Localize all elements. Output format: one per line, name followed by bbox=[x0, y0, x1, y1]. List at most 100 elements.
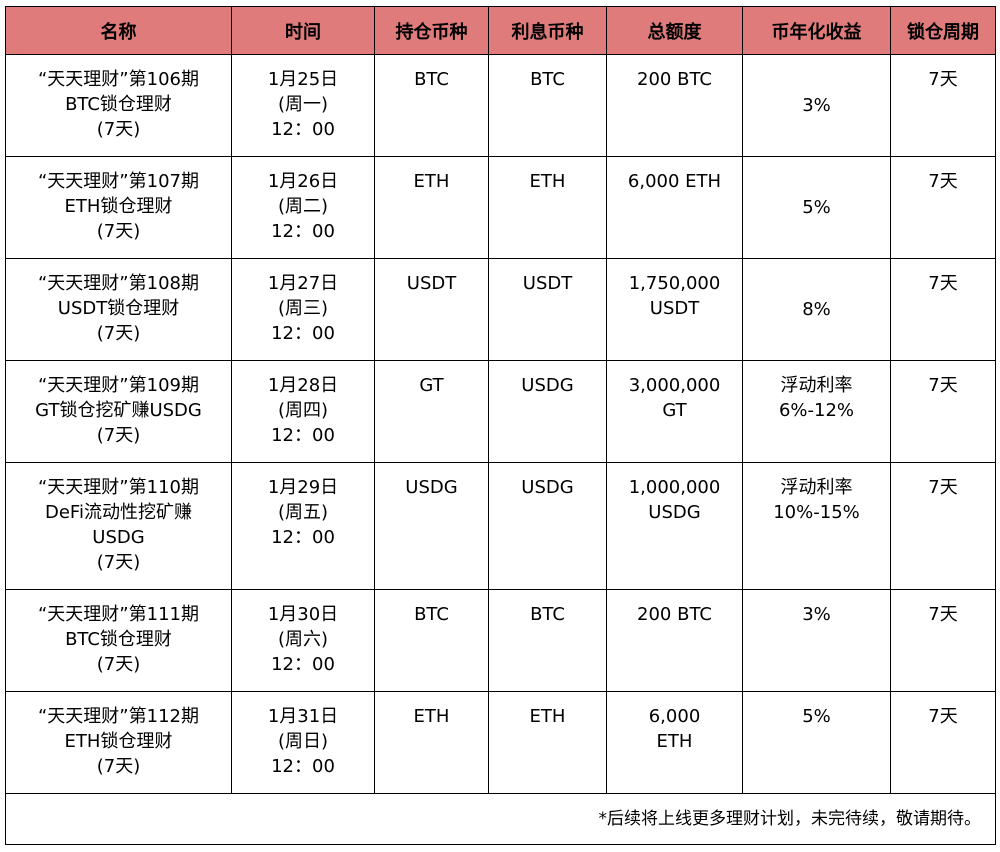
total-amount-cell: 6,000 ETH bbox=[606, 156, 743, 259]
plan-name-cell-line: (7天) bbox=[96, 323, 141, 344]
plan-time-cell-line: 1月28日 bbox=[267, 375, 339, 396]
plan-time-cell: 1月31日 (周日) 12：00 bbox=[231, 691, 375, 794]
annual-yield-cell-line: 5% bbox=[802, 197, 831, 218]
plan-time-cell-line: (周三) bbox=[277, 298, 329, 319]
plan-name-cell-line: (7天) bbox=[96, 654, 141, 675]
header-total-amount: 总额度 bbox=[606, 6, 743, 55]
footnote-row: *后续将上线更多理财计划，未完待续，敬请期待。 bbox=[5, 793, 996, 845]
interest-currency-cell: USDT bbox=[488, 258, 607, 361]
hold-currency-cell: GT bbox=[374, 360, 489, 463]
hold-currency-cell: USDT bbox=[374, 258, 489, 361]
lock-period-cell: 7天 bbox=[890, 360, 996, 463]
plan-name-cell-line: DeFi流动性挖矿赚 bbox=[45, 502, 192, 523]
plan-time-cell: 1月30日 (周六) 12：00 bbox=[231, 589, 375, 692]
plan-name-cell-line: BTC锁仓理财 bbox=[65, 629, 172, 650]
total-amount-cell-line: 6,000 bbox=[648, 706, 701, 727]
plan-name-cell-line: “天天理财”第108期 bbox=[37, 273, 199, 294]
plan-name-cell-line: BTC锁仓理财 bbox=[65, 94, 172, 115]
plan-name-cell-line: USDT锁仓理财 bbox=[57, 298, 180, 319]
annual-yield-cell-line: 5% bbox=[802, 706, 831, 727]
total-amount-cell-line: 200 BTC bbox=[637, 604, 712, 625]
hold-currency-cell: BTC bbox=[374, 54, 489, 157]
annual-yield-cell-line: 3% bbox=[802, 604, 831, 625]
plan-time-cell-line: 12：00 bbox=[271, 221, 335, 242]
total-amount-cell: 200 BTC bbox=[606, 54, 743, 157]
plan-name-cell: “天天理财”第110期 DeFi流动性挖矿赚 USDG (7天) bbox=[5, 462, 232, 590]
plan-name-cell: “天天理财”第106期 BTC锁仓理财 (7天) bbox=[5, 54, 232, 157]
plan-name-cell: “天天理财”第109期 GT锁仓挖矿赚USDG (7天) bbox=[5, 360, 232, 463]
plan-name-cell-line: (7天) bbox=[96, 552, 141, 573]
footnote: *后续将上线更多理财计划，未完待续，敬请期待。 bbox=[5, 793, 996, 845]
lock-period-cell: 7天 bbox=[890, 258, 996, 361]
plan-time-cell-line: (周日) bbox=[277, 731, 329, 752]
lock-period-cell: 7天 bbox=[890, 462, 996, 590]
plan-name-cell-line: “天天理财”第107期 bbox=[37, 171, 199, 192]
annual-yield-cell-line: 浮动利率 bbox=[780, 477, 853, 498]
table-row: “天天理财”第111期 BTC锁仓理财 (7天) 1月30日 (周六) 12：00 BTC B… bbox=[5, 589, 996, 692]
lock-period-cell: 7天 bbox=[890, 691, 996, 794]
finance-plan-table: 名称 时间 持仓币种 利息币种 总额度 币年化收益 锁仓周期 “天天理财”第10… bbox=[5, 6, 996, 845]
total-amount-cell-line: 1,750,000 bbox=[628, 273, 721, 294]
hold-currency-cell: ETH bbox=[374, 156, 489, 259]
annual-yield-cell: 3% bbox=[742, 589, 891, 692]
plan-time-cell-line: (周二) bbox=[277, 196, 329, 217]
total-amount-cell: 3,000,000 GT bbox=[606, 360, 743, 463]
interest-currency-cell: USDG bbox=[488, 462, 607, 590]
annual-yield-cell: 浮动利率 10%-15% bbox=[742, 462, 891, 590]
total-amount-cell-line: 6,000 ETH bbox=[627, 171, 722, 192]
plan-time-cell: 1月27日 (周三) 12：00 bbox=[231, 258, 375, 361]
table-row: “天天理财”第109期 GT锁仓挖矿赚USDG (7天) 1月28日 (周四) 12：00… bbox=[5, 360, 996, 463]
table-wrapper: 名称 时间 持仓币种 利息币种 总额度 币年化收益 锁仓周期 “天天理财”第10… bbox=[5, 6, 996, 845]
hold-currency-cell: ETH bbox=[374, 691, 489, 794]
annual-yield-cell: 5% bbox=[742, 691, 891, 794]
plan-time-cell-line: 1月30日 bbox=[267, 604, 339, 625]
interest-currency-cell: ETH bbox=[488, 691, 607, 794]
plan-time-cell-line: (周四) bbox=[277, 400, 329, 421]
plan-time-cell-line: (周六) bbox=[277, 629, 329, 650]
plan-time-cell: 1月29日 (周五) 12：00 bbox=[231, 462, 375, 590]
total-amount-cell: 200 BTC bbox=[606, 589, 743, 692]
annual-yield-cell: 3% bbox=[742, 54, 891, 157]
total-amount-cell-line: 200 BTC bbox=[637, 69, 712, 90]
plan-time-cell: 1月26日 (周二) 12：00 bbox=[231, 156, 375, 259]
total-amount-cell: 1,750,000 USDT bbox=[606, 258, 743, 361]
hold-currency-cell: USDG bbox=[374, 462, 489, 590]
lock-period-cell: 7天 bbox=[890, 156, 996, 259]
annual-yield-cell: 浮动利率 6%-12% bbox=[742, 360, 891, 463]
plan-time-cell-line: 1月26日 bbox=[267, 171, 339, 192]
plan-name-cell-line: USDG bbox=[92, 527, 145, 548]
plan-time-cell-line: 12：00 bbox=[271, 654, 335, 675]
annual-yield-cell-line: 8% bbox=[802, 299, 831, 320]
plan-time-cell-line: 12：00 bbox=[271, 119, 335, 140]
plan-time-cell-line: 12：00 bbox=[271, 323, 335, 344]
header-name: 名称 bbox=[5, 6, 232, 55]
lock-period-cell: 7天 bbox=[890, 54, 996, 157]
plan-name-cell-line: (7天) bbox=[96, 425, 141, 446]
total-amount-cell-line: 3,000,000 bbox=[628, 375, 721, 396]
total-amount-cell-line: 1,000,000 bbox=[628, 477, 721, 498]
annual-yield-cell-line: 6%-12% bbox=[778, 400, 855, 421]
plan-time-cell-line: 12：00 bbox=[271, 425, 335, 446]
total-amount-cell-line: ETH bbox=[656, 731, 693, 752]
plan-name-cell: “天天理财”第111期 BTC锁仓理财 (7天) bbox=[5, 589, 232, 692]
plan-name-cell-line: (7天) bbox=[96, 221, 141, 242]
plan-time-cell-line: 1月25日 bbox=[267, 69, 339, 90]
table-row: “天天理财”第108期 USDT锁仓理财 (7天) 1月27日 (周三) 12：00 USD… bbox=[5, 258, 996, 361]
header-time: 时间 bbox=[231, 6, 375, 55]
plan-name-cell-line: “天天理财”第111期 bbox=[37, 604, 199, 625]
annual-yield-cell-line: 浮动利率 bbox=[780, 375, 853, 396]
plan-name-cell: “天天理财”第107期 ETH锁仓理财 (7天) bbox=[5, 156, 232, 259]
plan-name-cell-line: “天天理财”第110期 bbox=[37, 477, 199, 498]
total-amount-cell-line: USDG bbox=[648, 502, 701, 523]
interest-currency-cell: BTC bbox=[488, 589, 607, 692]
interest-currency-cell: BTC bbox=[488, 54, 607, 157]
plan-name-cell-line: (7天) bbox=[96, 119, 141, 140]
annual-yield-cell-line: 10%-15% bbox=[773, 502, 860, 523]
plan-name-cell-line: ETH锁仓理财 bbox=[64, 196, 173, 217]
annual-yield-cell: 8% bbox=[742, 258, 891, 361]
plan-time-cell-line: 1月27日 bbox=[267, 273, 339, 294]
total-amount-cell-line: USDT bbox=[649, 298, 700, 319]
annual-yield-cell-line: 3% bbox=[802, 95, 831, 116]
plan-time-cell: 1月25日 (周一) 12：00 bbox=[231, 54, 375, 157]
plan-time-cell-line: (周一) bbox=[277, 94, 329, 115]
